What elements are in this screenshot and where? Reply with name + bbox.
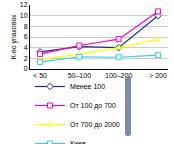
svg-text:0: 0 bbox=[24, 65, 28, 72]
svg-text:8: 8 bbox=[24, 23, 28, 30]
svg-text:50–100: 50–100 bbox=[68, 72, 91, 79]
svg-text:> 200: > 200 bbox=[149, 72, 167, 79]
svg-text:От 700 до 2000: От 700 до 2000 bbox=[70, 121, 120, 129]
svg-text:К-во упаковок: К-во упаковок bbox=[10, 14, 18, 60]
svg-text:Киев: Киев bbox=[70, 140, 86, 144]
svg-text:6: 6 bbox=[24, 33, 28, 40]
svg-text:4: 4 bbox=[24, 44, 28, 51]
svg-text:12: 12 bbox=[20, 1, 28, 8]
svg-text:< 50: < 50 bbox=[33, 72, 47, 79]
svg-text:От 100 до 700: От 100 до 700 bbox=[70, 102, 116, 110]
svg-text:2: 2 bbox=[24, 55, 28, 62]
svg-text:100–200: 100–200 bbox=[105, 72, 133, 80]
svg-text:Менее 100: Менее 100 bbox=[70, 83, 105, 90]
svg-text:10: 10 bbox=[20, 12, 28, 19]
